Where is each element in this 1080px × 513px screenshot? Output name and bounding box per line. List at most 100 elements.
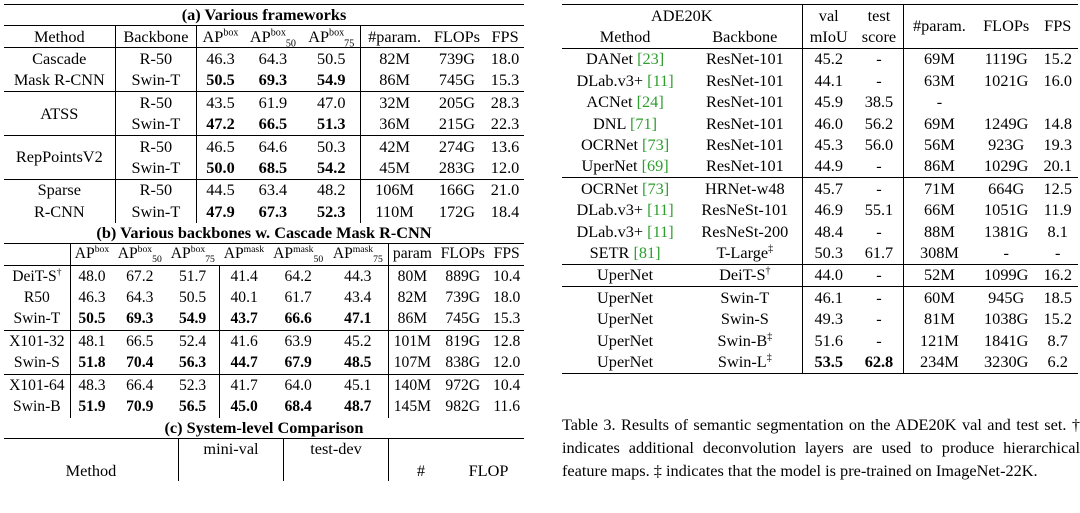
flops-cell: 283G: [438, 158, 475, 178]
metric-cell: 64.3: [126, 288, 154, 306]
method-cell: DLab.v3+ [11]: [576, 221, 674, 241]
flops-cell: 166G: [438, 180, 475, 200]
val-miou-cell: 44.0: [801, 264, 855, 287]
fps-cell: 15.3: [493, 310, 521, 328]
val-miou-cell: 45.2: [801, 48, 855, 71]
param-cell: 82M: [360, 47, 428, 70]
table-c-param-header: #: [416, 460, 426, 480]
metric-cell: 51.8: [78, 354, 106, 372]
method-cell: OCRNet [73]: [580, 178, 670, 198]
val-miou-cell: 46.0: [801, 112, 855, 135]
flops-cell: 664G: [988, 178, 1025, 198]
ap-cell: 46.5: [196, 135, 244, 158]
method-cell: Cascade: [4, 47, 116, 70]
method-cell: UperNet: [597, 287, 654, 307]
table-c-method-header: Method: [4, 460, 179, 482]
citation-link[interactable]: [81]: [633, 242, 661, 262]
param-cell: 86M: [902, 155, 975, 178]
metric-cell: 63.9: [284, 332, 312, 350]
metric-cell: 48.0: [78, 267, 106, 285]
val-miou-cell: 53.5: [801, 351, 855, 374]
fps-cell: 13.6: [490, 136, 520, 156]
flops-cell: 1029G: [984, 156, 1029, 176]
ap75-cell: 47.0: [316, 92, 346, 112]
header-test-line1: test: [867, 5, 891, 25]
header-backbone: Backbone: [712, 27, 778, 47]
metric-cell: 43.7: [218, 308, 269, 331]
table-row: Swin-T 47.2 66.5 51.3 36M 215G 22.3: [4, 113, 524, 136]
flops-cell: 745G: [438, 70, 475, 90]
metric-cell: 67.2: [126, 267, 154, 285]
backbone-cell: X101-64: [4, 374, 71, 397]
flops-cell: 972G: [445, 376, 481, 394]
metric-cell: 46.3: [78, 288, 106, 306]
fps-cell: [1037, 92, 1078, 113]
table-row: ATSS R-50 43.5 61.9 47.0 32M 205G 28.3: [4, 91, 524, 136]
table-a-header-row: Method Backbone APbox APbox50 APbox75 #p…: [4, 25, 524, 49]
right-column: ADE20K val test #param. FLOPs FPS Method…: [562, 4, 1078, 374]
citation-link[interactable]: [11]: [647, 70, 674, 90]
table-3-caption: Table 3. Results of semantic segmentatio…: [562, 415, 1080, 480]
flops-cell: 1841G: [984, 330, 1029, 350]
flops-cell: 1249G: [984, 113, 1029, 133]
table-row: OCRNet [73] ResNet-101 45.3 56.0 56M 923G 19.3: [562, 134, 1078, 156]
method-cell: R-CNN: [4, 201, 116, 223]
citation-link[interactable]: [11]: [647, 221, 674, 241]
header-val-line1: val: [801, 4, 855, 27]
method-cell: RepPointsV2: [4, 135, 116, 180]
citation-link[interactable]: [24]: [636, 92, 664, 112]
ap50-cell: 66.5: [258, 114, 288, 134]
metric-cell: 54.9: [178, 310, 207, 328]
table-c-flops-header: FLOP: [468, 460, 509, 480]
table-row: Swin-B 51.9 70.9 56.5 45.0 68.4 48.7 145M 982G 11…: [4, 396, 524, 418]
backbone-cell: DeiT-S†: [4, 265, 71, 288]
metric-cell: 48.5: [344, 354, 372, 372]
citation-link[interactable]: [71]: [629, 113, 658, 133]
header-ap-box: APbox: [196, 25, 244, 48]
table-3-header-row-2: Method Backbone mIoU score: [562, 26, 1078, 49]
metric-cell: 41.7: [218, 374, 269, 397]
method-cell: Mask R-CNN: [4, 69, 116, 92]
table-row: Swin-T 50.5 69.3 54.9 43.7 66.6 47.1 86M 745G 15.…: [4, 308, 524, 331]
param-cell: 308M: [902, 242, 975, 265]
citation-link[interactable]: [23]: [637, 49, 665, 69]
backbone-cell: R50: [4, 287, 71, 309]
param-cell: 81M: [902, 308, 975, 330]
header-method: Method: [4, 25, 116, 48]
val-miou-cell: 46.1: [801, 286, 855, 309]
test-score-cell: 55.1: [864, 200, 894, 220]
backbone-cell: ResNet-101: [705, 92, 784, 112]
val-miou-cell: 45.3: [801, 134, 855, 156]
flops-cell: 1038G: [984, 309, 1029, 329]
method-cell: UperNet: [597, 330, 654, 350]
backbone-cell: T-Large‡: [716, 242, 774, 262]
header-ap75-box: APbox75: [308, 26, 355, 49]
metric-cell: 68.4: [284, 397, 312, 415]
citation-link[interactable]: [73]: [642, 178, 670, 198]
citation-link[interactable]: [11]: [647, 200, 674, 220]
header-flops: FLOPs: [983, 16, 1030, 36]
table-row: ACNet [24] ResNet-101 45.9 38.5-: [562, 91, 1078, 113]
metric-cell: 45.2: [344, 332, 372, 350]
header-fps: FPS: [491, 26, 519, 46]
backbone-cell: R-50: [139, 136, 173, 156]
backbone-cell: HRNet-w48: [705, 178, 785, 198]
test-score-cell: -: [876, 156, 882, 176]
metric-cell: 70.4: [126, 354, 154, 372]
param-cell: 71M: [902, 177, 975, 200]
citation-link[interactable]: [73]: [642, 135, 670, 155]
param-cell: 32M: [360, 91, 428, 114]
table-c-col-minival: mini-val: [178, 438, 284, 461]
table-row: UperNet DeiT-S† 44.0 -52M 1099G 16.2: [562, 264, 1078, 287]
test-score-cell: 38.5: [864, 92, 894, 112]
table-row: Sparse R-50 44.5 63.4 48.2 106M 166G 21.0: [4, 179, 524, 202]
param-cell: 56M: [902, 134, 975, 156]
citation-link[interactable]: [69]: [641, 156, 669, 176]
table-row: UperNet Swin-L‡ 53.5 62.8 234M 3230G 6.2: [562, 351, 1078, 374]
table-row: X101-32 48.1 66.5 52.4 41.6 63.9 45.2 101M 819G 1…: [4, 330, 524, 353]
header-flops: FLOPs: [433, 26, 480, 46]
header-ap50-box: APbox50: [117, 244, 162, 266]
table-row: Mask R-CNN Swin-T 50.5 69.3 54.9 86M 745G 15.3: [4, 69, 524, 92]
metric-cell: 43.4: [344, 288, 372, 306]
left-column: (a) Various frameworks Method Backbone A…: [4, 4, 524, 482]
